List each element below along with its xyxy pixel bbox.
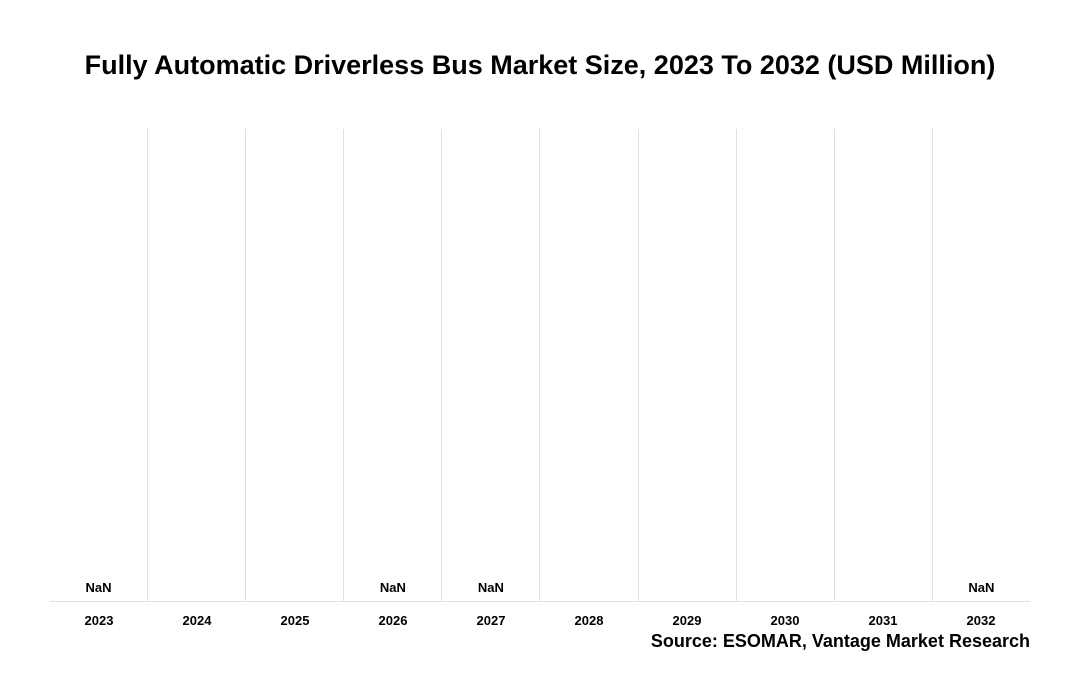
grid-column: NaN [50, 129, 148, 601]
x-axis-tick: 2028 [540, 613, 638, 628]
grid-column: NaN [933, 129, 1030, 601]
x-axis-tick: 2025 [246, 613, 344, 628]
chart-title: Fully Automatic Driverless Bus Market Si… [50, 50, 1030, 81]
grid-column [540, 129, 638, 601]
grid-column [639, 129, 737, 601]
x-axis-tick: 2027 [442, 613, 540, 628]
chart-source-attribution: Source: ESOMAR, Vantage Market Research [651, 631, 1030, 652]
grid-column [835, 129, 933, 601]
x-axis-tick: 2031 [834, 613, 932, 628]
bar-value-label: NaN [968, 580, 994, 595]
grid-column [737, 129, 835, 601]
x-axis-tick: 2029 [638, 613, 736, 628]
chart-gridlines: NaN NaN NaN [50, 129, 1030, 601]
x-axis-tick: 2024 [148, 613, 246, 628]
bar-value-label: NaN [86, 580, 112, 595]
chart-container: Fully Automatic Driverless Bus Market Si… [0, 0, 1080, 700]
grid-column: NaN [442, 129, 540, 601]
bar-value-label: NaN [478, 580, 504, 595]
x-axis-tick: 2026 [344, 613, 442, 628]
grid-column [246, 129, 344, 601]
chart-x-axis: 2023 2024 2025 2026 2027 2028 2029 2030 … [50, 613, 1030, 628]
x-axis-tick: 2023 [50, 613, 148, 628]
x-axis-tick: 2030 [736, 613, 834, 628]
chart-plot-wrap: NaN NaN NaN [50, 111, 1030, 660]
bar-value-label: NaN [380, 580, 406, 595]
chart-plot-area: NaN NaN NaN [50, 129, 1030, 602]
grid-column [148, 129, 246, 601]
x-axis-tick: 2032 [932, 613, 1030, 628]
grid-column: NaN [344, 129, 442, 601]
